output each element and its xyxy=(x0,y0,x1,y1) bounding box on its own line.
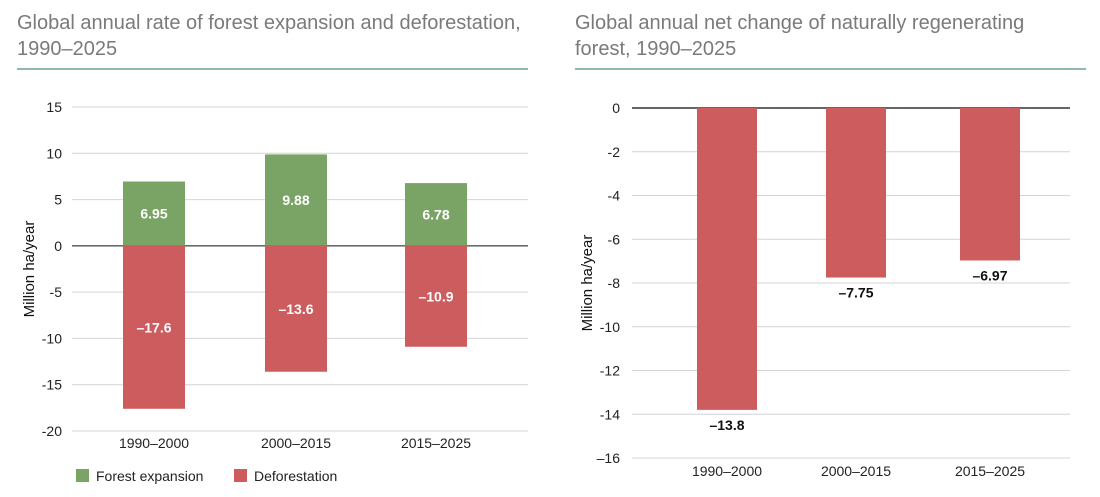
bar-net-change xyxy=(826,108,886,278)
bar-deforestation xyxy=(123,245,185,409)
bar-net-change xyxy=(960,108,1020,261)
y-tick-label: -10 xyxy=(42,330,62,346)
y-axis-label: Million ha/year xyxy=(21,221,38,318)
y-axis-label: Million ha/year xyxy=(579,235,596,332)
data-label: 9.88 xyxy=(282,192,309,208)
legend-label: Deforestation xyxy=(254,468,337,484)
bar-deforestation xyxy=(405,245,467,347)
y-tick-label: -2 xyxy=(608,144,621,160)
bar-forest-expansion xyxy=(405,183,467,246)
data-label: –6.97 xyxy=(972,267,1007,283)
data-label: –7.75 xyxy=(838,285,873,301)
y-tick-label: 15 xyxy=(46,99,62,115)
left-chart-title: Global annual rate of forest expansion a… xyxy=(17,12,521,60)
y-tick-label: -8 xyxy=(608,275,621,291)
y-tick-label: 0 xyxy=(54,238,62,254)
y-tick-label: -6 xyxy=(608,231,621,247)
y-tick-label: -10 xyxy=(600,319,620,335)
x-tick-label: 1990–2000 xyxy=(119,435,189,451)
data-label: –13.6 xyxy=(278,301,313,317)
bar-forest-expansion xyxy=(123,181,185,246)
data-label: –17.6 xyxy=(136,319,171,335)
y-tick-label: 5 xyxy=(54,192,62,208)
x-tick-label: 1990–2000 xyxy=(692,463,762,479)
data-label: –10.9 xyxy=(418,288,453,304)
bar-deforestation xyxy=(265,245,327,372)
right-title-rule xyxy=(575,68,1086,70)
y-tick-label: -5 xyxy=(50,284,63,300)
legend-swatch xyxy=(234,469,247,482)
legend-label: Forest expansion xyxy=(96,468,203,484)
data-label: –13.8 xyxy=(709,417,744,433)
y-tick-label: 10 xyxy=(46,145,62,161)
y-tick-label: 0 xyxy=(612,100,620,116)
bar-net-change xyxy=(697,108,757,410)
y-tick-label: -4 xyxy=(608,188,621,204)
data-label: 6.78 xyxy=(422,206,449,222)
y-tick-label: -12 xyxy=(600,363,620,379)
bar-forest-expansion xyxy=(265,154,327,246)
x-tick-label: 2000–2015 xyxy=(261,435,331,451)
x-tick-label: 2015–2025 xyxy=(955,463,1025,479)
y-tick-label: -14 xyxy=(600,406,620,422)
x-tick-label: 2015–2025 xyxy=(401,435,471,451)
y-tick-label: -15 xyxy=(42,377,62,393)
y-tick-label: -20 xyxy=(42,423,62,439)
left-title-rule xyxy=(17,68,528,70)
legend-swatch xyxy=(76,469,89,482)
y-tick-label: –16 xyxy=(597,450,621,466)
right-chart-title: Global annual net change of naturally re… xyxy=(575,12,1025,60)
data-label: 6.95 xyxy=(140,206,167,222)
x-tick-label: 2000–2015 xyxy=(821,463,891,479)
